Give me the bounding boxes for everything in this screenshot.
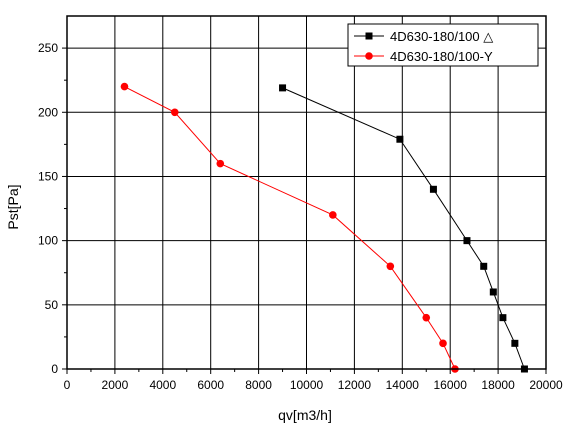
legend-box — [347, 23, 539, 67]
series-1-point — [511, 339, 519, 347]
series-1 — [279, 84, 528, 373]
y-axis-title: Pst[Pa] — [5, 184, 21, 229]
x-tick-label: 8000 — [245, 378, 272, 392]
series-1-line — [282, 87, 525, 370]
series-2 — [120, 82, 459, 373]
grid — [67, 16, 546, 369]
x-tick-label: 18000 — [481, 378, 515, 392]
x-tick-label: 14000 — [386, 378, 420, 392]
x-tick-label: 16000 — [434, 378, 468, 392]
series-1-point — [463, 237, 471, 245]
series-1-point — [499, 314, 507, 322]
series-2-point — [439, 339, 447, 348]
y-tick-label: 200 — [38, 105, 58, 119]
x-tick-label: 10000 — [290, 378, 324, 392]
y-tick-label: 0 — [51, 362, 58, 376]
x-tick-label: 6000 — [197, 378, 224, 392]
series-1-point — [396, 135, 404, 143]
y-tick-label: 250 — [38, 41, 58, 55]
series-1-point — [429, 185, 437, 193]
series-2-point — [216, 159, 225, 168]
legend-marker-series-1 — [365, 32, 373, 40]
series-1-point — [480, 262, 488, 270]
series-2-point — [386, 262, 395, 271]
series-2-point — [170, 108, 179, 117]
legend-item-series-1: 4D630-180/100 △ — [354, 29, 493, 44]
legend: 4D630-180/100 △ 4D630-180/100-Y — [347, 23, 539, 67]
series-2-point — [120, 82, 129, 91]
legend-label-series-2: 4D630-180/100-Y — [390, 49, 493, 64]
legend-item-series-2: 4D630-180/100-Y — [354, 49, 493, 64]
series-layer — [120, 82, 528, 373]
x-tick-label: 2000 — [102, 378, 129, 392]
x-tick-label: 12000 — [338, 378, 372, 392]
legend-marker-series-2 — [365, 52, 373, 60]
x-tick-label: 4000 — [149, 378, 176, 392]
y-tick-label: 150 — [38, 169, 58, 183]
series-2-point — [422, 313, 431, 322]
y-tick-label: 100 — [38, 234, 58, 248]
x-tick-label: 20000 — [529, 378, 563, 392]
x-axis-title: qv[m3/h] — [278, 407, 332, 423]
series-1-point — [489, 288, 497, 296]
y-tick-label: 50 — [45, 298, 59, 312]
series-1-point — [279, 84, 287, 92]
axis-ticks: 0 2000 4000 6000 8000 10000 12000 14000 16000 180… — [38, 41, 563, 392]
series-2-line — [124, 86, 456, 370]
legend-label-series-1: 4D630-180/100 △ — [390, 29, 493, 44]
x-tick-label: 0 — [64, 378, 71, 392]
series-2-point — [329, 211, 337, 219]
